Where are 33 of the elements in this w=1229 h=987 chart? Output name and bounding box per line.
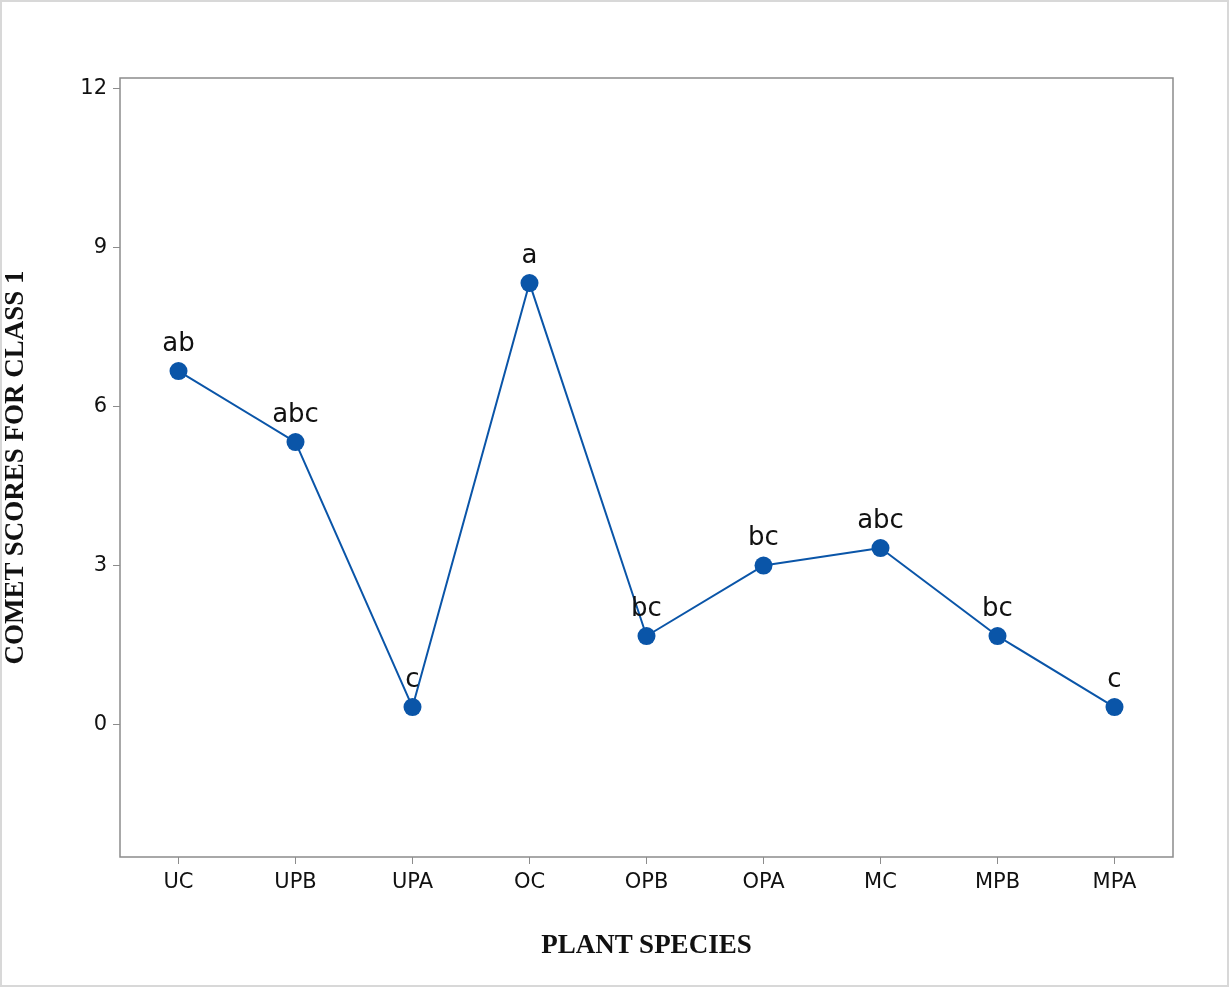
annotation: abc bbox=[272, 397, 319, 428]
point bbox=[520, 274, 539, 293]
point bbox=[403, 698, 422, 717]
x-tick-label: MC bbox=[864, 869, 897, 894]
x-tick-label: OPB bbox=[624, 869, 669, 894]
x-tick-label: UC bbox=[163, 869, 194, 894]
point bbox=[754, 556, 773, 575]
annotation: c bbox=[1107, 662, 1122, 693]
point bbox=[169, 362, 188, 381]
annotation: abc bbox=[857, 503, 904, 534]
y-axis-title: COMET SCORES FOR CLASS 1 bbox=[0, 270, 30, 665]
y-tick-label: 9 bbox=[93, 234, 107, 259]
point bbox=[1105, 698, 1124, 717]
y-tick-label: 12 bbox=[80, 75, 107, 100]
annotation: bc bbox=[982, 591, 1013, 622]
x-tick-label: MPB bbox=[974, 869, 1021, 894]
x-tick-label: UPB bbox=[274, 869, 317, 894]
x-tick-label: OC bbox=[513, 869, 546, 894]
annotation: ab bbox=[162, 326, 195, 357]
x-tick-label: UPA bbox=[391, 869, 434, 894]
x-tick-label: MPA bbox=[1092, 869, 1138, 894]
x-tick-label: OPA bbox=[742, 869, 786, 894]
annotation: bc bbox=[748, 521, 779, 552]
point bbox=[871, 539, 890, 558]
point bbox=[286, 433, 305, 452]
y-tick-label: 0 bbox=[93, 710, 107, 735]
annotation: c bbox=[405, 662, 420, 693]
x-axis-title: PLANT SPECIES bbox=[541, 928, 752, 959]
point bbox=[637, 627, 656, 646]
annotation: a bbox=[521, 238, 538, 269]
y-tick-label: 6 bbox=[93, 393, 107, 418]
y-tick-label: 3 bbox=[93, 551, 107, 576]
point bbox=[988, 627, 1007, 646]
